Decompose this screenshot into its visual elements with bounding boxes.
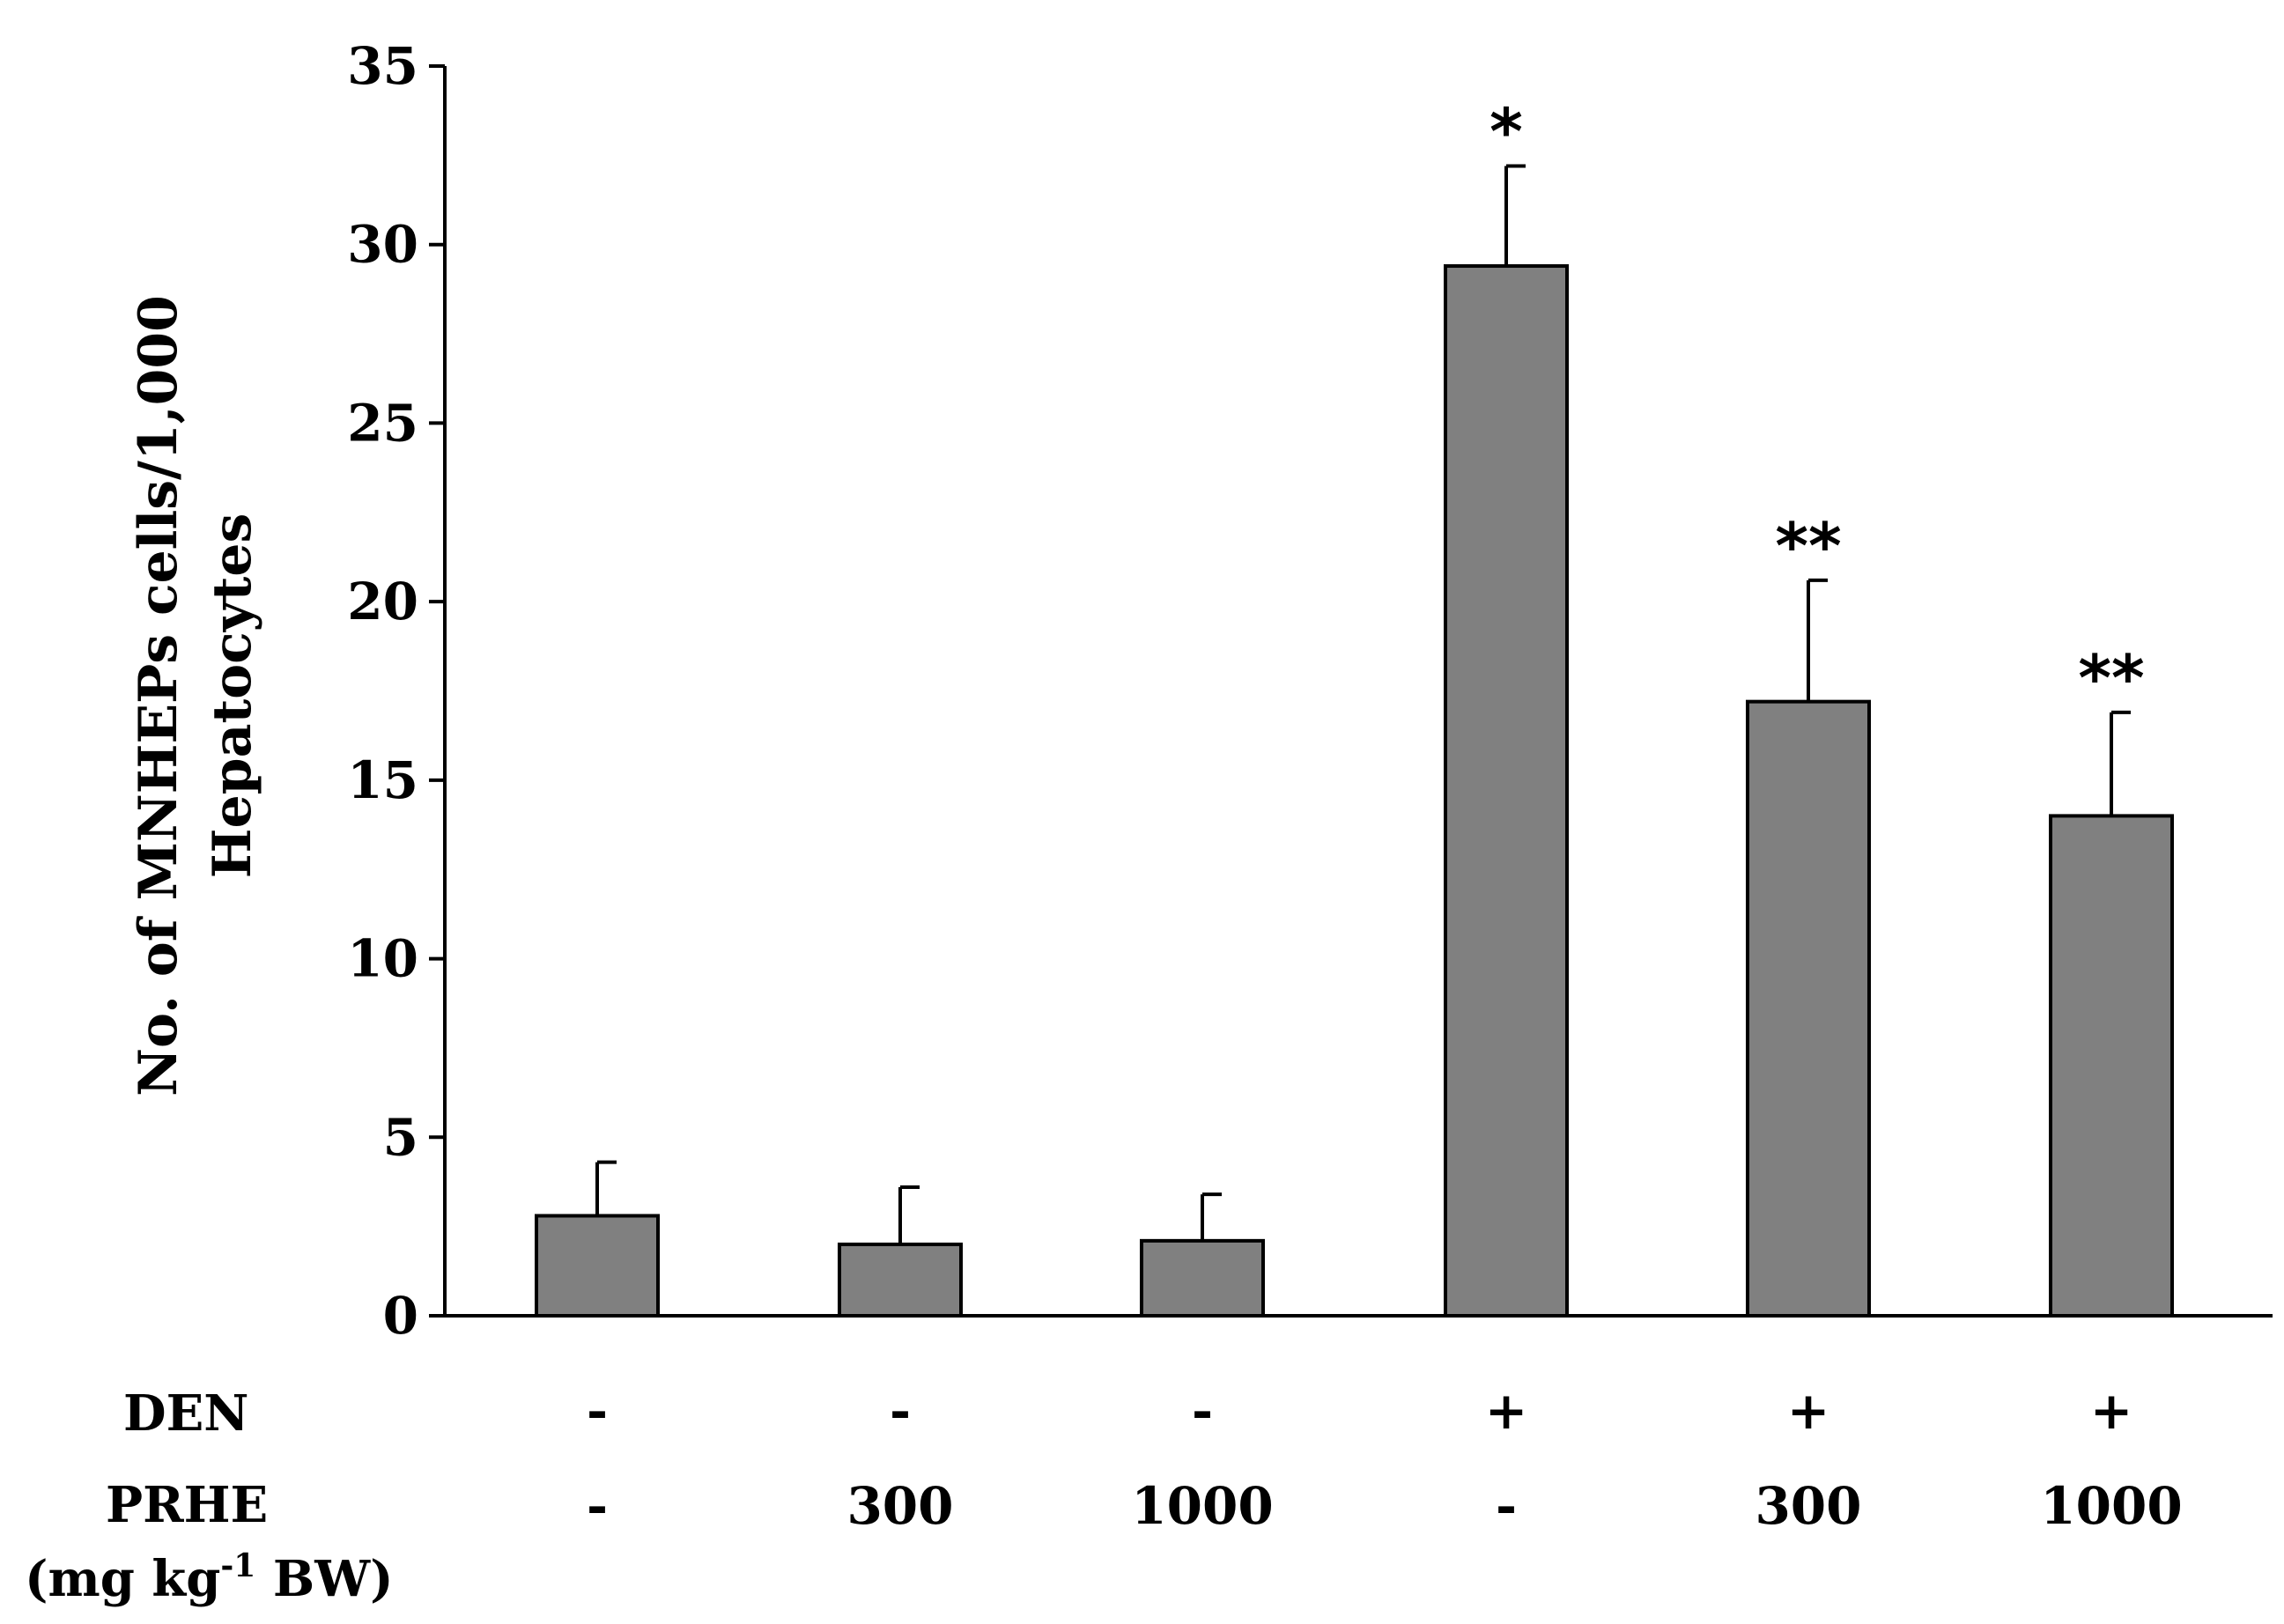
- prhe-row-value: -: [587, 1476, 608, 1536]
- y-axis-title-line1: No. of MNHEPs cells/1,000: [128, 295, 189, 1096]
- y-tick-label: 15: [347, 750, 418, 810]
- dose-unit-label: (mg kg-1 BW): [25, 1547, 394, 1608]
- y-tick-label: 0: [383, 1286, 418, 1346]
- bar: [2049, 814, 2174, 1318]
- prhe-row-value: 1000: [2040, 1476, 2182, 1536]
- dose-unit-open: (mg kg: [25, 1550, 220, 1608]
- y-tick-label: 20: [347, 572, 418, 631]
- prhe-row-label: PRHE: [106, 1476, 268, 1534]
- bar: [1444, 264, 1569, 1318]
- bar: [535, 1214, 660, 1318]
- den-row-value: -: [587, 1381, 608, 1441]
- axes: [443, 66, 2273, 1318]
- y-axis-ticks: 0 5 10 15 20 25 30 35: [347, 36, 445, 1346]
- bar: [1746, 699, 1871, 1318]
- bars: *****: [535, 95, 2174, 1318]
- prhe-row-value: 1000: [1131, 1476, 1273, 1536]
- prhe-row-value: 300: [846, 1476, 953, 1536]
- prhe-row-value: 300: [1755, 1476, 1861, 1536]
- bar: [1140, 1238, 1265, 1318]
- dose-unit-superscript: -1: [220, 1547, 255, 1584]
- den-row-value: +: [1787, 1381, 1830, 1441]
- significance-marker: **: [1775, 509, 1841, 583]
- treatment-table: DEN PRHE (mg kg-1 BW) - - - + + + - 300 1000 - 300…: [25, 1381, 2183, 1608]
- den-row-value: +: [2090, 1381, 2133, 1441]
- prhe-row-value: -: [1496, 1476, 1517, 1536]
- den-row-label: DEN: [123, 1384, 248, 1443]
- den-row-value: +: [1485, 1381, 1528, 1441]
- y-axis-title: No. of MNHEPs cells/1,000 Hepatocytes: [128, 295, 263, 1096]
- y-tick-label: 30: [347, 215, 418, 275]
- dose-unit-close: BW): [255, 1550, 393, 1608]
- y-tick-label: 25: [347, 393, 418, 453]
- y-tick-label: 35: [347, 36, 418, 96]
- den-row-value: -: [1192, 1381, 1213, 1441]
- significance-marker: **: [2078, 641, 2144, 715]
- den-row-value: -: [890, 1381, 911, 1441]
- y-tick-label: 5: [383, 1107, 418, 1167]
- y-tick-label: 10: [347, 929, 418, 989]
- bar: [838, 1242, 963, 1318]
- y-axis-title-line2: Hepatocytes: [202, 513, 263, 879]
- significance-marker: *: [1489, 95, 1523, 169]
